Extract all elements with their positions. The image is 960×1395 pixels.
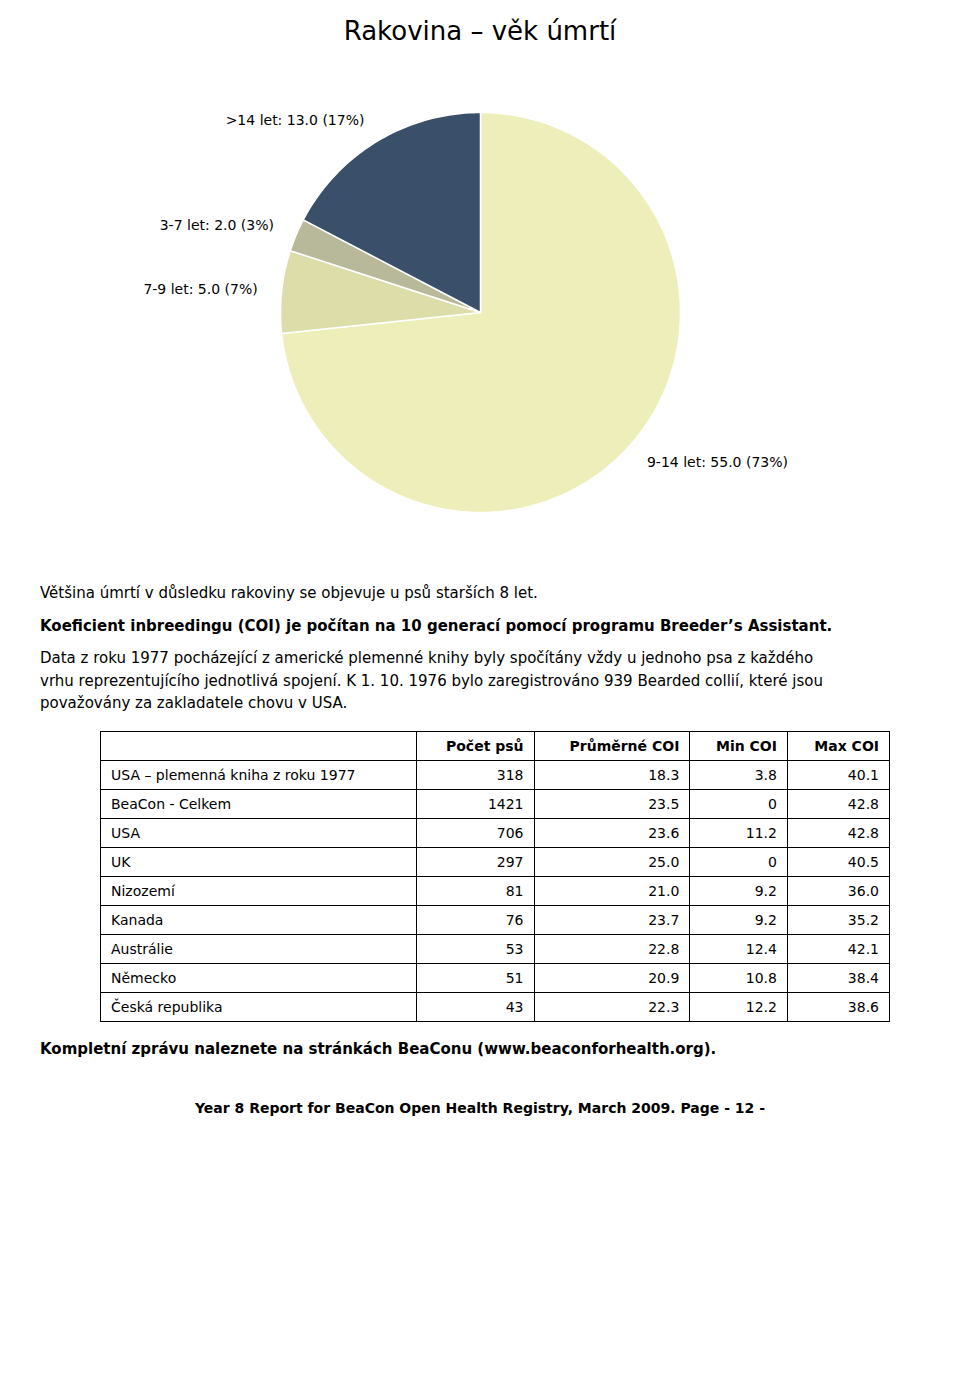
- html-text:18.3: 18.3: [648, 766, 680, 783]
- html-text:40.5: 40.5: [847, 853, 879, 870]
- html-text:706: 706: [496, 824, 524, 841]
- html-text:UK: UK: [111, 853, 131, 870]
- html-text:42.8: 42.8: [847, 795, 879, 812]
- html-text:Kanada: Kanada: [111, 911, 164, 928]
- html-text:42.8: 42.8: [847, 824, 879, 841]
- html-text:21.0: 21.0: [648, 882, 680, 899]
- html-text:1421: 1421: [487, 795, 524, 812]
- html-text:Průměrné COI: Průměrné COI: [569, 737, 680, 754]
- html-text:Year 8 Report for BeaCon Open: Year 8 Report for BeaCon Open Health Reg…: [195, 1100, 765, 1116]
- html-text:53: 53: [505, 940, 524, 957]
- html-text:11.2: 11.2: [745, 824, 777, 841]
- html-text:Kompletní zprávu naleznete na: Kompletní zprávu naleznete na stránkách …: [40, 1039, 717, 1058]
- html-text:USA – plemenná kniha z roku 19: USA – plemenná kniha z roku 1977: [111, 766, 356, 783]
- html-text:42.1: 42.1: [847, 940, 879, 957]
- html-text:Počet psů: Počet psů: [446, 737, 524, 754]
- html-text:35.2: 35.2: [847, 911, 879, 928]
- html-text:40.1: 40.1: [847, 766, 879, 783]
- svg-text:3-7 let: 2.0 (3%): 3-7 let: 2.0 (3%): [160, 217, 274, 233]
- html-text:10.8: 10.8: [745, 969, 777, 986]
- html-text:12.2: 12.2: [745, 998, 777, 1015]
- html-text:43: 43: [505, 998, 524, 1015]
- html-text:36.0: 36.0: [847, 882, 879, 899]
- html-text:Rakovina – věk úmrtí: Rakovina – věk úmrtí: [343, 16, 617, 46]
- html-text:Nizozemí: Nizozemí: [111, 882, 175, 899]
- svg-text:9-14 let: 55.0 (73%): 9-14 let: 55.0 (73%): [647, 454, 788, 470]
- html-text:318: 318: [496, 766, 524, 783]
- html-text:Většina úmrtí v důsledku rakov: Většina úmrtí v důsledku rakoviny se obj…: [40, 584, 538, 602]
- html-text:38.6: 38.6: [847, 998, 879, 1015]
- html-text:Data z roku 1977 pocházející z: Data z roku 1977 pocházející z americké …: [40, 649, 823, 712]
- html-text:USA: USA: [111, 824, 140, 841]
- html-text:76: 76: [505, 911, 524, 928]
- svg-text:7-9 let: 5.0 (7%): 7-9 let: 5.0 (7%): [143, 281, 257, 297]
- html-text:Min COI: Min COI: [716, 737, 777, 754]
- html-text:12.4: 12.4: [745, 940, 777, 957]
- svg-text:>14 let: 13.0 (17%): >14 let: 13.0 (17%): [226, 112, 365, 128]
- html-text:297: 297: [496, 853, 524, 870]
- html-text:81: 81: [505, 882, 524, 899]
- html-text:20.9: 20.9: [648, 969, 680, 986]
- html-text:23.6: 23.6: [648, 824, 680, 841]
- html-text:9.2: 9.2: [754, 882, 777, 899]
- html-text:0: 0: [768, 795, 777, 812]
- html-text:23.5: 23.5: [648, 795, 680, 812]
- html-text:Česká republika: Česká republika: [111, 998, 223, 1015]
- html-text:38.4: 38.4: [847, 969, 879, 986]
- html-text:Max COI: Max COI: [814, 737, 879, 754]
- html-text:3.8: 3.8: [754, 766, 777, 783]
- html-text:25.0: 25.0: [648, 853, 680, 870]
- html-text:22.8: 22.8: [648, 940, 680, 957]
- html-text:BeaCon - Celkem: BeaCon - Celkem: [111, 795, 232, 812]
- html-text:22.3: 22.3: [648, 998, 680, 1015]
- html-text:51: 51: [505, 969, 524, 986]
- html-text:Německo: Německo: [111, 969, 177, 986]
- html-text:0: 0: [768, 853, 777, 870]
- html-text:23.7: 23.7: [648, 911, 680, 928]
- html-text:9.2: 9.2: [754, 911, 777, 928]
- html-text:Koeficient inbreedingu (COI) j: Koeficient inbreedingu (COI) je počítan …: [40, 616, 833, 635]
- html-text:Austrálie: Austrálie: [111, 940, 173, 957]
